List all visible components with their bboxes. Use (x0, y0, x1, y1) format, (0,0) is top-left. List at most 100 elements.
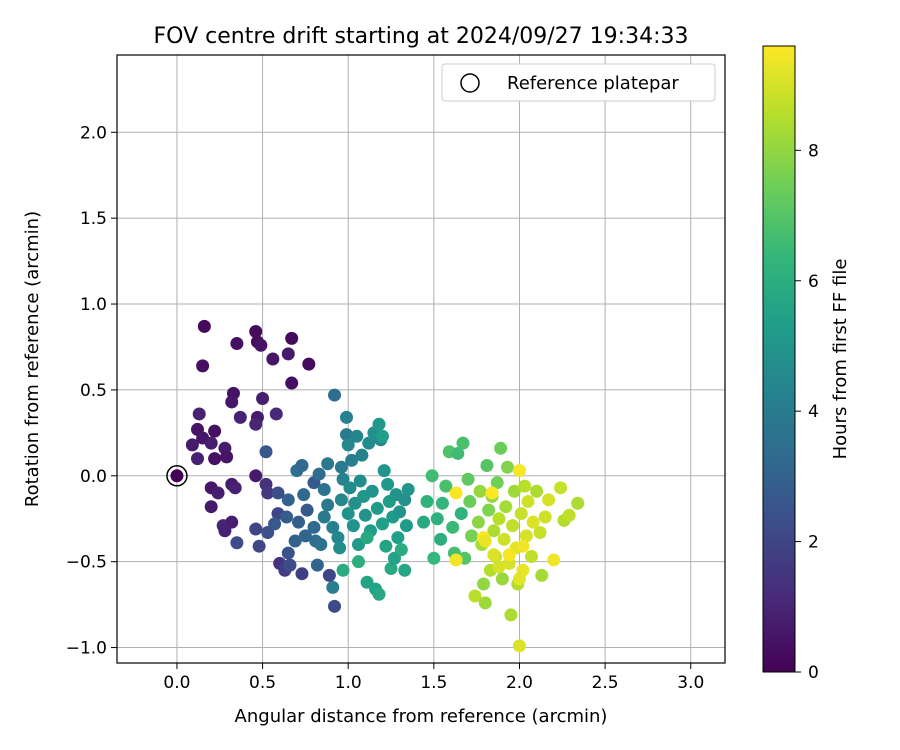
data-point (328, 599, 342, 613)
data-point (449, 486, 463, 500)
data-point (204, 436, 218, 450)
data-point (310, 558, 324, 572)
data-point (519, 529, 533, 543)
data-point (512, 639, 526, 653)
data-point (507, 484, 521, 498)
data-point (381, 477, 395, 491)
data-point (268, 517, 282, 531)
data-point (439, 479, 453, 493)
data-point (185, 438, 199, 452)
data-point (360, 531, 374, 545)
legend: Reference platepar (441, 63, 716, 102)
data-point (346, 519, 360, 533)
data-point (312, 467, 326, 481)
data-point (430, 512, 444, 526)
y-tick-label: 2.0 (80, 123, 107, 143)
data-point (271, 486, 285, 500)
data-point (326, 580, 340, 594)
data-point (196, 359, 210, 373)
data-point (372, 587, 386, 601)
data-point (328, 388, 342, 402)
reference-marker-layer (166, 465, 188, 487)
data-point (492, 512, 506, 526)
data-point (192, 407, 206, 421)
data-point (375, 429, 389, 443)
y-ticks: −1.0 −0.5 0.0 0.5 1.0 1.5 2.0 (66, 123, 117, 659)
data-point (512, 464, 526, 478)
data-point (256, 392, 270, 406)
y-tick-label: 0.0 (80, 467, 107, 487)
data-point (454, 507, 468, 521)
data-point (499, 500, 513, 514)
data-point (317, 510, 331, 524)
data-point (334, 493, 348, 507)
data-point (485, 486, 499, 500)
legend-entry-reference: Reference platepar (507, 73, 679, 94)
data-point (280, 510, 294, 524)
data-point (292, 515, 306, 529)
data-point (281, 493, 295, 507)
data-point (233, 410, 247, 424)
data-point (477, 577, 491, 591)
data-point (435, 496, 449, 510)
data-point (490, 476, 504, 490)
y-tick-label: 1.5 (80, 209, 107, 229)
data-point (482, 503, 496, 517)
data-point (495, 572, 509, 586)
x-axis-label: Angular distance from reference (arcmin) (235, 706, 608, 727)
data-point (297, 488, 311, 502)
data-point (341, 438, 355, 452)
data-point (461, 472, 475, 486)
data-point (197, 319, 211, 333)
colorbar-tick-label: 6 (808, 272, 819, 292)
data-point (317, 483, 331, 497)
data-point (339, 428, 353, 442)
data-point (249, 417, 263, 431)
reference-platepar-marker (166, 465, 188, 487)
data-point (504, 608, 518, 622)
y-tick-label: −0.5 (66, 553, 107, 573)
data-point (269, 407, 283, 421)
data-point (516, 539, 530, 553)
data-point (204, 500, 218, 514)
data-point (530, 484, 544, 498)
colorbar-tick-label: 4 (808, 402, 819, 422)
data-point (514, 507, 528, 521)
data-point (362, 436, 376, 450)
data-point (350, 429, 364, 443)
data-point (492, 560, 506, 574)
data-point (487, 548, 501, 562)
data-point (281, 347, 295, 361)
plot-frame (116, 54, 726, 664)
data-point (451, 446, 465, 460)
data-point (417, 515, 431, 529)
data-point (377, 464, 391, 478)
colorbar-tick-label: 0 (808, 663, 819, 683)
data-point (261, 486, 275, 500)
data-point (384, 562, 398, 576)
data-point (333, 541, 347, 555)
data-point (524, 550, 538, 564)
data-point (266, 352, 280, 366)
data-point (249, 325, 263, 339)
data-point (500, 460, 514, 474)
data-point (331, 531, 345, 545)
x-tick-label: 2.5 (592, 673, 619, 693)
x-ticks: 0.0 0.5 1.0 1.5 2.0 2.5 3.0 (163, 663, 704, 693)
data-point (434, 532, 448, 546)
data-point (571, 496, 585, 510)
data-point (526, 515, 540, 529)
data-point (420, 495, 434, 509)
data-point (471, 515, 485, 529)
y-tick-label: −1.0 (66, 639, 107, 659)
data-point (456, 436, 470, 450)
data-point (449, 553, 463, 567)
data-point (343, 481, 357, 495)
data-point (334, 460, 348, 474)
data-point (298, 529, 312, 543)
data-point (399, 519, 413, 533)
data-point (365, 484, 379, 498)
chart-title: FOV centre drift starting at 2024/09/27 … (154, 24, 689, 49)
y-axis-label: Rotation from reference (arcmin) (22, 211, 43, 507)
